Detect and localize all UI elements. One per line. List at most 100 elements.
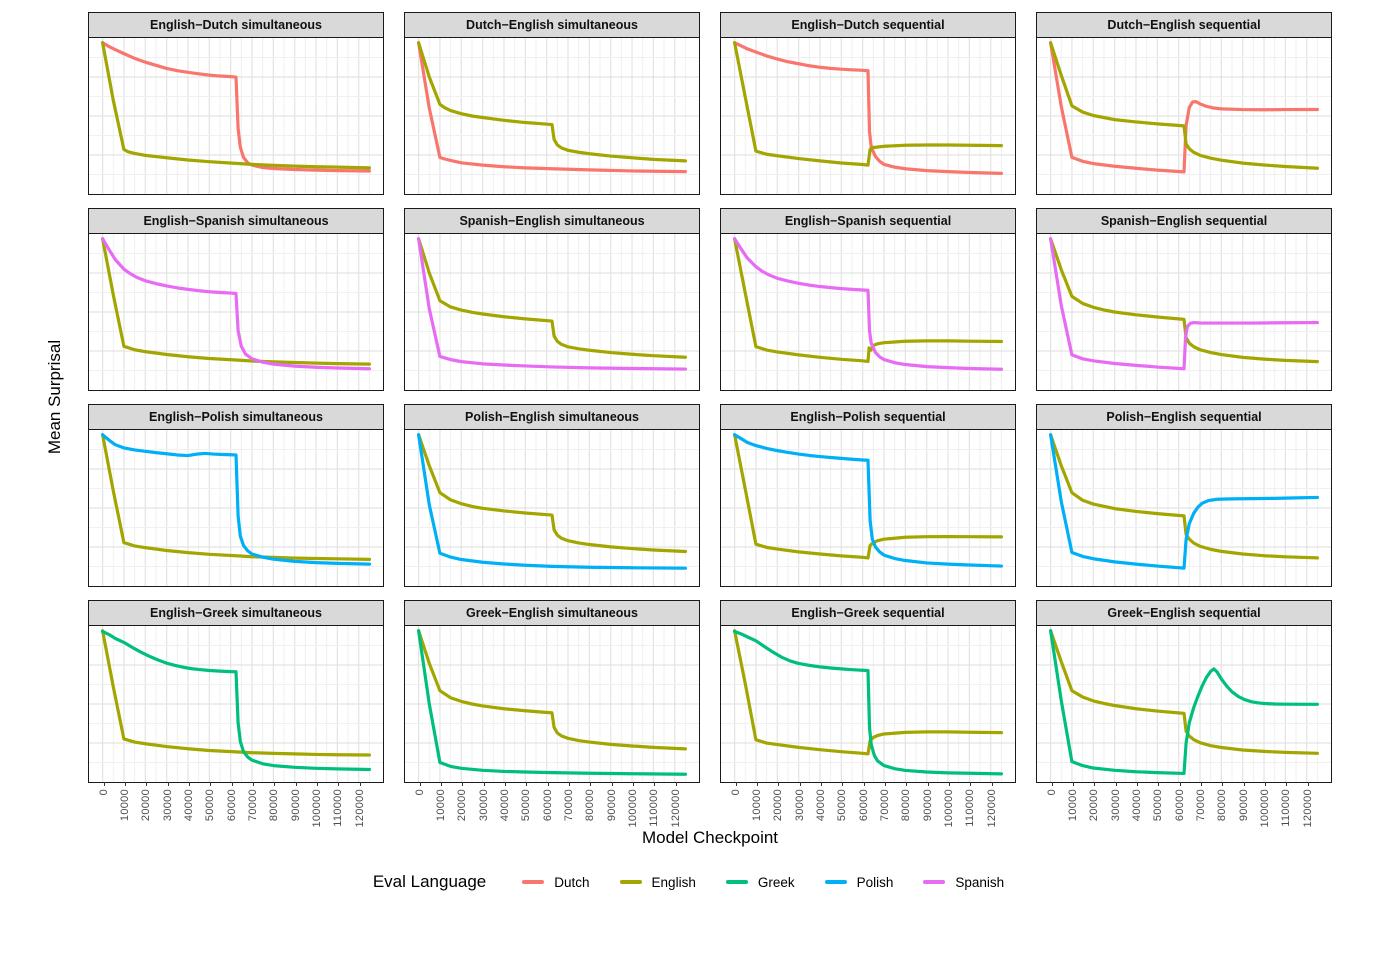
series-line-english [417, 433, 687, 554]
x-tick-label: 60000 [541, 789, 554, 822]
series-line-dutch [101, 41, 371, 173]
series-line-english [101, 433, 371, 561]
x-axis-tick [885, 782, 886, 786]
x-axis-tick [274, 782, 276, 786]
x-tick-label: 20000 [772, 789, 785, 822]
legend-item-polish: Polish [824, 874, 894, 890]
series-line-english [101, 237, 371, 366]
x-tick-label: 70000 [879, 789, 891, 822]
x-tick-label: 40000 [814, 789, 827, 822]
legend-key-greek-icon [725, 880, 748, 884]
legend-item-greek: Greek [725, 875, 795, 890]
facet-title: Polish−English simultaneous [404, 404, 700, 430]
facet-plot: 0 10000 20000 30000 40000 50000 60000 70000 8000… [720, 626, 1016, 828]
x-tick-label: 110000 [964, 789, 977, 827]
x-axis-tick [842, 782, 844, 786]
facet-plot [404, 430, 700, 587]
facet-panel: English−Greek sequential 0 10000 20000 30000… [720, 600, 1016, 828]
x-axis-tick [440, 782, 442, 786]
x-axis-tick [1094, 782, 1096, 786]
x-axis-tick [654, 782, 656, 786]
facet-title: Dutch−English sequential [1036, 12, 1332, 38]
facet-panel: English−Dutch simultaneous [88, 12, 384, 195]
x-tick-label: 90000 [605, 789, 618, 822]
x-axis-tick [462, 782, 464, 786]
x-axis-tick [949, 782, 951, 786]
x-axis-tick [863, 782, 865, 786]
x-tick-label: 90000 [1237, 789, 1250, 822]
facet-panel: English−Greek simultaneous 0 10000 20000 300… [88, 600, 384, 828]
facet-plot [1036, 234, 1332, 391]
legend-key-polish-icon [824, 880, 847, 884]
facet-plot [404, 234, 700, 391]
x-tick-label: 70000 [247, 789, 259, 822]
series-line-polish [101, 433, 371, 566]
facet-plot [720, 38, 1016, 195]
facet-title: Spanish−English simultaneous [404, 208, 700, 234]
series-line-greek [1049, 629, 1319, 776]
x-axis-tick [359, 782, 361, 786]
facet-title: Greek−English simultaneous [404, 600, 700, 626]
x-axis-tick [778, 782, 780, 786]
facet-panel: Greek−English simultaneous 0 10000 20000 300… [404, 600, 700, 828]
series-line-english [1049, 237, 1319, 364]
facet-panel: Dutch−English simultaneous [404, 12, 700, 195]
x-axis-tick [317, 782, 319, 786]
x-axis-tick [210, 782, 212, 786]
x-tick-label: 30000 [161, 789, 174, 822]
series-line-greek [733, 629, 1003, 776]
facet-plot [1036, 38, 1332, 195]
facet-plot: 0 10000 20000 30000 40000 50000 60000 70000 8000… [404, 626, 700, 828]
x-tick-label: 0 [729, 789, 742, 796]
x-tick-label: 40000 [182, 789, 195, 822]
x-axis-tick [590, 782, 592, 786]
x-tick-label: 40000 [1130, 789, 1143, 822]
x-tick-label: 120000 [1301, 789, 1314, 828]
x-axis-tick [1072, 782, 1074, 786]
facet-panel: English−Polish simultaneous [88, 404, 384, 587]
x-tick-label: 100000 [1259, 789, 1272, 828]
x-axis-tick [146, 782, 148, 786]
facet-plot [720, 234, 1016, 391]
x-tick-label: 120000 [353, 789, 366, 828]
x-tick-label: 0 [97, 789, 110, 796]
x-tick-label: 110000 [332, 789, 345, 827]
series-line-english [733, 629, 1003, 756]
facet-title: Greek−English sequential [1036, 600, 1332, 626]
x-tick-label: 70000 [1195, 789, 1207, 822]
x-tick-label: 100000 [943, 789, 956, 828]
x-axis-tick [547, 782, 549, 786]
facet-plot: 0 10000 20000 30000 40000 50000 60000 70000 8000… [88, 626, 384, 828]
x-tick-label: 80000 [1216, 789, 1229, 822]
facet-title: English−Spanish simultaneous [88, 208, 384, 234]
y-axis-title: Mean Surprisal [45, 339, 64, 455]
legend-label: Spanish [955, 874, 1005, 890]
facet-plot [1036, 430, 1332, 587]
series-line-english [733, 41, 1003, 167]
facet-title: English−Polish simultaneous [88, 404, 384, 430]
x-axis-tick [756, 782, 758, 786]
x-axis-tick [1115, 782, 1117, 786]
x-axis-tick [419, 782, 421, 786]
legend-key-spanish-icon [923, 880, 946, 884]
facet-title: English−Greek sequential [720, 600, 1016, 626]
legend-label: Polish [856, 874, 894, 890]
x-axis-title: Model Checkpoint [641, 828, 779, 847]
facet-title: English−Polish sequential [720, 404, 1016, 430]
series-line-spanish [733, 237, 1003, 371]
x-tick-label: 20000 [140, 789, 153, 822]
facet-panel: Polish−English sequential [1036, 404, 1332, 587]
facet-panel: Polish−English simultaneous [404, 404, 700, 587]
x-tick-label: 30000 [1109, 789, 1122, 822]
facet-panel: English−Dutch sequential [720, 12, 1016, 195]
x-tick-label: 90000 [289, 789, 302, 822]
x-axis-tick [927, 782, 929, 786]
x-axis-tick [1265, 782, 1267, 786]
facet-plot [88, 430, 384, 587]
series-line-dutch [1049, 41, 1319, 174]
series-line-spanish [1049, 237, 1319, 371]
legend-item-dutch: Dutch [522, 875, 590, 890]
facet-title: English−Greek simultaneous [88, 600, 384, 626]
x-tick-label: 80000 [268, 789, 281, 822]
facet-plot: 0 10000 20000 30000 40000 50000 60000 70000 8000… [1036, 626, 1332, 828]
